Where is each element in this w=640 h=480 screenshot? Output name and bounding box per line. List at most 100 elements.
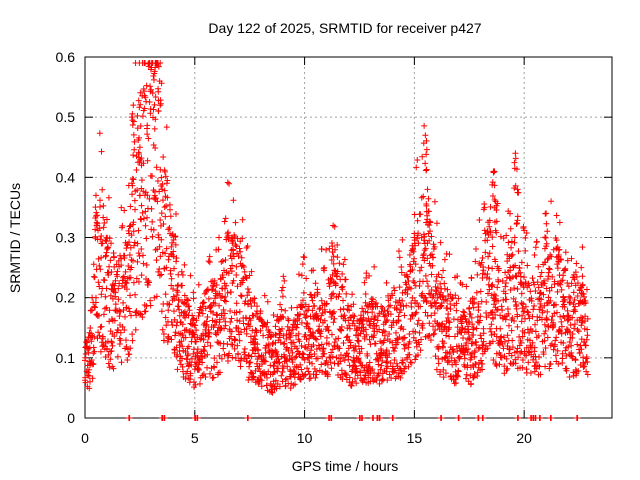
y-tick-label: 0.1 xyxy=(56,350,76,366)
data-point xyxy=(426,222,433,229)
data-point xyxy=(206,370,213,377)
data-point xyxy=(151,125,158,132)
data-point xyxy=(329,249,336,256)
data-point xyxy=(396,284,403,291)
data-point xyxy=(161,415,168,421)
data-point xyxy=(413,309,420,316)
data-point xyxy=(134,240,141,247)
data-point xyxy=(160,154,167,161)
data-point xyxy=(253,310,260,317)
data-point xyxy=(328,415,335,421)
data-point xyxy=(489,243,496,250)
data-point xyxy=(545,294,552,301)
data-point xyxy=(569,355,576,362)
data-point xyxy=(407,285,414,292)
data-point xyxy=(361,376,368,383)
data-point xyxy=(187,272,194,279)
data-point xyxy=(393,329,400,336)
data-point xyxy=(507,225,514,232)
data-point xyxy=(401,345,408,352)
data-point xyxy=(425,283,432,290)
data-point xyxy=(454,372,461,379)
data-point xyxy=(406,331,413,338)
data-point xyxy=(250,335,257,342)
data-point xyxy=(431,330,438,337)
data-point xyxy=(151,294,158,301)
data-point xyxy=(158,236,165,243)
data-point xyxy=(445,310,452,317)
data-point xyxy=(306,325,313,332)
data-point xyxy=(512,360,519,367)
data-point xyxy=(418,194,425,201)
data-point xyxy=(251,299,258,306)
data-point xyxy=(105,269,112,276)
data-point xyxy=(236,318,243,325)
data-point xyxy=(150,106,157,113)
data-point xyxy=(155,63,162,70)
data-point xyxy=(484,237,491,244)
data-point xyxy=(502,290,509,297)
data-point xyxy=(142,208,149,215)
data-point xyxy=(374,373,381,380)
data-point xyxy=(82,379,89,386)
data-point xyxy=(246,359,253,366)
data-point xyxy=(264,334,271,341)
data-point xyxy=(512,150,519,157)
data-point xyxy=(309,329,316,336)
data-point xyxy=(306,303,312,310)
data-point xyxy=(391,287,398,294)
data-point xyxy=(169,322,176,329)
data-point xyxy=(135,97,142,104)
data-point xyxy=(541,302,548,309)
data-point xyxy=(583,286,590,293)
data-point xyxy=(103,304,110,311)
data-point xyxy=(213,281,220,288)
data-point xyxy=(229,354,236,361)
data-point xyxy=(340,297,347,304)
data-point xyxy=(474,271,481,278)
data-point xyxy=(366,336,373,343)
data-point xyxy=(537,300,544,307)
grid xyxy=(85,57,612,418)
data-point xyxy=(423,151,430,158)
data-point xyxy=(178,268,185,275)
data-point xyxy=(454,373,461,380)
data-point xyxy=(478,259,485,266)
data-point xyxy=(535,263,542,270)
data-point xyxy=(227,289,234,296)
data-point xyxy=(161,168,168,175)
data-point xyxy=(124,357,131,364)
data-point xyxy=(211,355,218,362)
data-point xyxy=(237,363,244,370)
data-point xyxy=(455,368,462,375)
data-point xyxy=(313,336,320,343)
data-point xyxy=(225,236,232,243)
data-point xyxy=(114,353,121,360)
data-point xyxy=(229,262,236,269)
data-point xyxy=(414,321,421,328)
data-point xyxy=(422,309,429,316)
data-point xyxy=(532,287,539,294)
data-point xyxy=(565,343,572,350)
data-point xyxy=(574,415,581,421)
data-point xyxy=(107,257,114,264)
data-point xyxy=(493,350,500,357)
data-point xyxy=(311,292,318,299)
data-point xyxy=(403,281,410,288)
data-point xyxy=(311,365,318,372)
data-point xyxy=(272,377,279,384)
data-point xyxy=(479,360,486,367)
data-point xyxy=(209,375,216,382)
data-point xyxy=(547,297,554,304)
data-point xyxy=(270,311,277,318)
data-point xyxy=(331,279,338,286)
data-point xyxy=(519,312,526,319)
data-point xyxy=(507,286,514,293)
data-point xyxy=(138,245,145,252)
data-point xyxy=(422,245,429,252)
data-point xyxy=(132,291,139,298)
data-point xyxy=(505,310,512,317)
data-point xyxy=(502,283,509,290)
data-point xyxy=(132,326,139,333)
data-point xyxy=(420,193,427,200)
